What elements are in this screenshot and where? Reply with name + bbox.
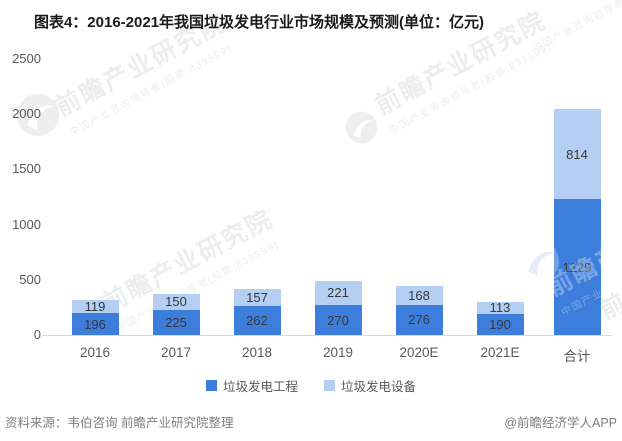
x-axis-line [42, 335, 612, 336]
bar-segment: 225 [152, 310, 200, 335]
bar-value-label: 814 [566, 146, 588, 162]
y-axis-tick-label: 1000 [12, 216, 41, 232]
bar-segment: 113 [476, 300, 524, 316]
bar-value-label: 276 [408, 312, 430, 328]
bar-value-label: 196 [84, 316, 106, 332]
legend-label: 垃圾发电设备 [341, 380, 417, 394]
legend-label: 垃圾发电工程 [222, 380, 298, 394]
bar-value-label: 262 [246, 313, 268, 329]
bar-value-label: 225 [165, 315, 187, 331]
bar-segment: 190 [476, 314, 524, 335]
chart-title: 图表4：2016-2021年我国垃圾发电行业市场规模及预测(单位：亿元) [33, 14, 485, 31]
x-axis-label: 2019 [322, 345, 354, 360]
x-axis-label: 2016 [79, 345, 111, 360]
x-axis-label: 合计 [563, 349, 591, 364]
source-note: 资料来源：韦伯咨询 前瞻产业研究院整理 [5, 416, 234, 430]
watermark-logo-icon [517, 240, 560, 283]
bar-value-label: 1229 [562, 259, 592, 275]
x-axis-label: 2021E [480, 345, 520, 360]
y-axis-tick-label: 2000 [12, 106, 41, 122]
watermark-logo-icon [345, 111, 378, 144]
x-axis-label: 2017 [160, 345, 192, 360]
bar-value-label: 150 [165, 294, 187, 310]
legend-swatch-icon [205, 380, 217, 391]
y-axis-tick-label: 2500 [12, 51, 41, 66]
legend-item: 垃圾发电设备 [324, 376, 416, 395]
y-axis-tick-label: 0 [33, 327, 41, 342]
bar-value-label: 270 [327, 312, 349, 328]
bar-value-label: 113 [489, 300, 511, 316]
bar-segment: 262 [233, 306, 281, 335]
bar-value-label: 168 [408, 287, 430, 303]
bar-segment: 157 [233, 288, 281, 307]
legend-item: 垃圾发电工程 [205, 376, 298, 395]
bar-value-label: 157 [246, 289, 268, 305]
legend-swatch-icon [324, 380, 335, 391]
bar-value-label: 119 [84, 299, 106, 315]
x-axis-label: 2018 [241, 345, 273, 360]
bar-segment: 150 [152, 293, 200, 311]
bar-segment: 814 [553, 109, 601, 200]
bar-segment: 1229 [553, 199, 601, 335]
bar-segment: 168 [395, 285, 443, 305]
credit-note: @前瞻经济学人APP [504, 416, 617, 430]
watermark-logo-icon [16, 93, 60, 137]
x-axis-label: 2020E [399, 345, 439, 360]
bar-segment: 276 [395, 304, 443, 335]
bar-segment: 270 [314, 305, 362, 335]
bar-segment: 119 [71, 299, 119, 315]
bar-segment: 221 [314, 280, 362, 306]
bar-value-label: 190 [489, 317, 511, 332]
bar-segment: 196 [71, 313, 119, 335]
y-axis-tick-label: 1500 [12, 161, 41, 177]
legend: 垃圾发电工程 垃圾发电设备 [0, 376, 622, 395]
bar-value-label: 221 [327, 285, 349, 301]
y-axis-tick-label: 500 [19, 271, 41, 287]
